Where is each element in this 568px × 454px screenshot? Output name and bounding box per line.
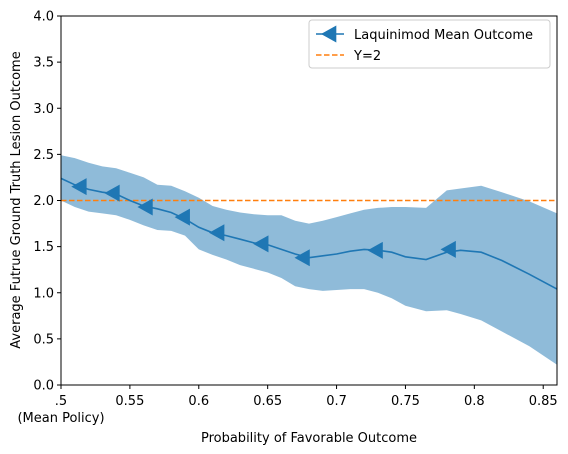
data-point-marker <box>137 198 153 216</box>
x-axis-label: Probability of Favorable Outcome <box>201 431 417 446</box>
plot-area <box>60 155 558 365</box>
y-tick-label: 0.5 <box>33 332 54 347</box>
x-tick-label: 0.65 <box>253 394 282 409</box>
data-point-marker <box>253 235 269 253</box>
legend-label-y2: Y=2 <box>353 49 381 64</box>
data-point-marker <box>104 184 120 202</box>
y-tick-label: 2.5 <box>33 148 54 163</box>
y-axis: 0.0 0.5 1.0 1.5 2.0 2.5 3.0 3.5 4.0 <box>33 10 61 394</box>
y-axis-label: Average Futrue Ground Truth Lesion Outco… <box>9 51 24 348</box>
y-tick-label: 3.5 <box>33 56 54 71</box>
y-tick-label: 2.0 <box>33 194 54 209</box>
data-point-marker <box>209 224 225 242</box>
y-tick-label: 1.5 <box>33 240 54 255</box>
x-tick-label: 0.75 <box>391 394 420 409</box>
y-tick-label: 1.0 <box>33 286 54 301</box>
data-point-marker <box>174 208 190 226</box>
legend-box <box>308 19 551 69</box>
data-point-marker <box>294 249 310 267</box>
data-point-marker <box>440 240 456 258</box>
x-tick-label: 0.6 <box>188 394 209 409</box>
x-axis: .5 (Mean Policy) 0.55 0.6 0.65 0.7 0.75 0.8 0.85 <box>17 385 558 426</box>
x-tick-label: .5 <box>55 394 67 409</box>
x-tick-label: 0.85 <box>529 394 558 409</box>
x-tick-label: 0.8 <box>464 394 485 409</box>
y-tick-label: 4.0 <box>33 10 54 25</box>
mean-outcome-line <box>60 177 558 290</box>
legend: Laquinimod Mean Outcome Y=2 <box>308 19 551 69</box>
x-tick-label: 0.7 <box>326 394 347 409</box>
data-point-marker <box>367 241 383 259</box>
x-tick-sublabel: (Mean Policy) <box>17 411 104 426</box>
y-tick-label: 0.0 <box>33 379 54 394</box>
x-tick-label: 0.55 <box>115 394 144 409</box>
y-tick-label: 3.0 <box>33 102 54 117</box>
mean-outcome-markers <box>71 178 456 267</box>
legend-label-mean: Laquinimod Mean Outcome <box>354 28 533 43</box>
legend-marker-left-triangle <box>321 25 337 43</box>
data-point-marker <box>71 178 87 196</box>
